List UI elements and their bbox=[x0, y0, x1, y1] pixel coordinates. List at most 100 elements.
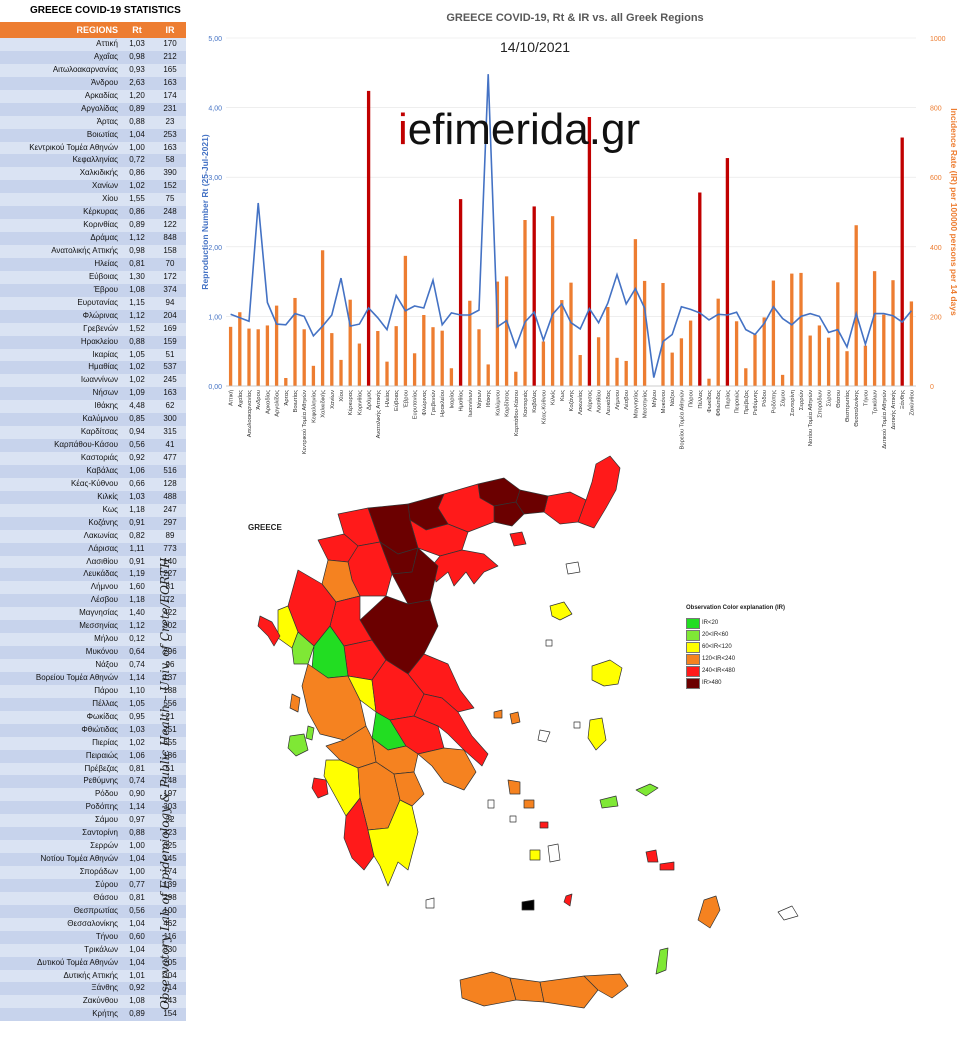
map-region-evros bbox=[577, 455, 621, 529]
x-category-label: Κεφαλληνίας bbox=[311, 390, 317, 423]
header-regions: REGIONS bbox=[76, 25, 118, 35]
region-name: Σύρου bbox=[95, 879, 118, 889]
legend-item: 240<IR<480 bbox=[686, 665, 785, 677]
region-name: Μυκόνου bbox=[85, 647, 118, 657]
legend-item: 20<IR<60 bbox=[686, 629, 785, 641]
region-ir: 169 bbox=[163, 323, 177, 333]
region-name: Κρήτης bbox=[92, 1009, 118, 1019]
x-category-label: Άνδρου bbox=[256, 390, 262, 410]
region-name: Εύβοιας bbox=[88, 271, 118, 281]
x-category-label: Σερρών bbox=[799, 390, 805, 410]
ir-bar bbox=[615, 357, 619, 386]
region-ir: 137 bbox=[163, 672, 177, 682]
region-rt: 1,05 bbox=[129, 349, 145, 359]
table-row: Βορείου Τομέα Αθηνών 1,14 137 bbox=[0, 671, 186, 685]
x-category-label: Αρκαδίας bbox=[265, 390, 271, 414]
region-rt: 0,92 bbox=[129, 983, 145, 993]
region-ir: 186 bbox=[163, 750, 177, 760]
region-rt: 0,91 bbox=[129, 556, 145, 566]
map-island-paros bbox=[529, 849, 541, 861]
region-ir: 848 bbox=[163, 233, 177, 243]
header-ir: IR bbox=[165, 25, 175, 35]
x-category-label: Μεσσηνίας bbox=[643, 390, 649, 418]
map-island-milos bbox=[521, 899, 535, 911]
ir-bar bbox=[339, 359, 343, 386]
map-island-skyros bbox=[537, 729, 551, 743]
region-ir: 537 bbox=[163, 362, 177, 372]
region-rt: 1,55 bbox=[129, 194, 145, 204]
x-category-label: Ρεθύμνης bbox=[753, 390, 759, 415]
region-name: Θεσπρωτίας bbox=[73, 905, 118, 915]
legend-label: 120<IR<240 bbox=[702, 656, 736, 662]
table-row: Μήλου 0,12 0 bbox=[0, 633, 186, 647]
table-row: Καρπάθου-Κάσου 0,56 41 bbox=[0, 439, 186, 452]
region-rt: 0,89 bbox=[129, 1009, 145, 1019]
x-category-label: Ξάνθης bbox=[899, 390, 906, 409]
region-ir: 172 bbox=[163, 271, 177, 281]
map-island-kastelorizo bbox=[777, 905, 799, 921]
table-row: Σύρου 0,77 139 bbox=[0, 878, 186, 892]
table-row: Ρόδου 0,90 197 bbox=[0, 788, 186, 802]
region-rt: 1,04 bbox=[129, 854, 145, 864]
iefimerida-watermark: iefimerida.gr bbox=[398, 105, 640, 155]
map-island-limnos bbox=[549, 601, 573, 621]
chart-title: GREECE COVID-19, Rt & IR vs. all Greek R… bbox=[446, 12, 704, 24]
table-row: Λάρισας 1,11 773 bbox=[0, 542, 186, 556]
x-category-label: Ιθάκης bbox=[485, 390, 492, 407]
region-name: Φλώρινας bbox=[82, 310, 118, 320]
region-name: Λήμνου bbox=[90, 582, 118, 592]
map-island-kerkyra bbox=[257, 615, 281, 647]
region-name: Κεφαλληνίας bbox=[72, 155, 118, 165]
x-category-label: Λάρισας bbox=[586, 390, 593, 412]
y-right-tick-label: 400 bbox=[930, 245, 942, 252]
region-ir: 163 bbox=[163, 77, 177, 87]
map-island-thasos bbox=[509, 531, 527, 547]
region-rt: 4,48 bbox=[129, 401, 145, 411]
ir-bar bbox=[808, 335, 812, 386]
region-name: Ξάνθης bbox=[91, 983, 118, 993]
region-rt: 0,92 bbox=[129, 453, 145, 462]
region-name: Κιλκίς bbox=[97, 491, 118, 501]
table-row: Ικαρίας 1,05 51 bbox=[0, 348, 186, 362]
ir-bar bbox=[302, 329, 306, 386]
region-rt: 1,06 bbox=[129, 465, 145, 475]
table-body: Αττική 1,03 170 Αχαΐας 0,98 212 Αιτωλοακαρνανί… bbox=[0, 38, 186, 1022]
region-name: Λασιθίου bbox=[86, 556, 118, 566]
region-name: Δυτικής Αττικής bbox=[63, 970, 118, 980]
table-row: Θάσου 0,81 298 bbox=[0, 891, 186, 905]
region-name: Κορινθίας bbox=[83, 220, 118, 230]
ir-bar bbox=[247, 328, 251, 386]
region-name: Δυτικού Τομέα Αθηνών bbox=[37, 957, 118, 967]
region-ir: 140 bbox=[163, 556, 177, 566]
ir-bar bbox=[569, 282, 573, 386]
region-rt: 1,18 bbox=[129, 595, 145, 605]
ir-bar bbox=[799, 272, 803, 386]
table-row: Λασιθίου 0,91 140 bbox=[0, 555, 186, 569]
x-category-label: Καρδίτσας bbox=[505, 390, 511, 417]
ir-bar bbox=[274, 305, 279, 386]
region-rt: 1,03 bbox=[129, 39, 145, 48]
table-row: Αιτωλοακαρνανίας 0,93 165 bbox=[0, 63, 186, 77]
ir-bar bbox=[642, 280, 647, 386]
table-row: Λευκάδας 1,19 227 bbox=[0, 568, 186, 582]
map-island-santorini bbox=[563, 893, 573, 907]
x-category-label: Γρεβενών bbox=[431, 390, 437, 415]
table-row: Πάρου 1,10 188 bbox=[0, 684, 186, 698]
y-right-axis-label: Incidence Rate (IR) per 100000 persons p… bbox=[949, 108, 959, 316]
ir-bar bbox=[514, 371, 518, 386]
region-rt: 0,97 bbox=[129, 815, 145, 825]
chart-date: 14/10/2021 bbox=[500, 39, 571, 55]
legend-swatch bbox=[686, 617, 700, 629]
legend-item: 120<IR<240 bbox=[686, 653, 785, 665]
region-ir: 298 bbox=[163, 892, 177, 902]
region-ir: 21 bbox=[165, 711, 175, 721]
x-category-label: Βορείου Τομέα Αθηνών bbox=[678, 390, 685, 450]
table-row: Ανατολικής Αττικής 0,98 158 bbox=[0, 245, 186, 258]
ir-bar bbox=[265, 325, 270, 386]
table-row: Φθιώτιδας 1,03 251 bbox=[0, 723, 186, 737]
region-rt: 0,74 bbox=[129, 660, 145, 669]
x-category-label: Χίου bbox=[339, 390, 345, 402]
region-ir: 315 bbox=[163, 427, 177, 437]
table-row: Νήσων 1,09 163 bbox=[0, 387, 186, 401]
region-name: Γρεβενών bbox=[83, 323, 118, 333]
